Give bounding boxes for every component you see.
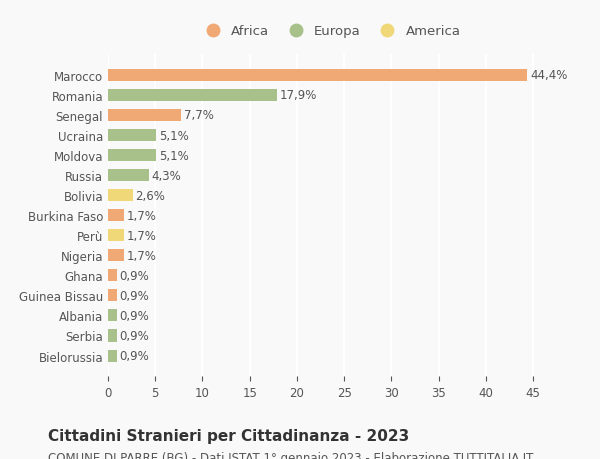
Text: 44,4%: 44,4% bbox=[530, 69, 568, 82]
Text: 0,9%: 0,9% bbox=[119, 329, 149, 342]
Text: COMUNE DI PARRE (BG) - Dati ISTAT 1° gennaio 2023 - Elaborazione TUTTITALIA.IT: COMUNE DI PARRE (BG) - Dati ISTAT 1° gen… bbox=[48, 451, 533, 459]
Text: 1,7%: 1,7% bbox=[127, 209, 157, 222]
Bar bbox=[108, 70, 527, 82]
Bar bbox=[108, 330, 116, 342]
Bar bbox=[108, 150, 156, 162]
Bar bbox=[108, 170, 149, 182]
Text: 1,7%: 1,7% bbox=[127, 249, 157, 262]
Text: 5,1%: 5,1% bbox=[159, 129, 189, 142]
Bar bbox=[108, 290, 116, 302]
Bar bbox=[108, 270, 116, 282]
Text: 1,7%: 1,7% bbox=[127, 229, 157, 242]
Text: 4,3%: 4,3% bbox=[151, 169, 181, 182]
Text: 7,7%: 7,7% bbox=[184, 109, 214, 122]
Text: 5,1%: 5,1% bbox=[159, 149, 189, 162]
Bar bbox=[108, 130, 156, 142]
Bar bbox=[108, 230, 124, 242]
Bar bbox=[108, 350, 116, 362]
Text: 0,9%: 0,9% bbox=[119, 349, 149, 362]
Text: 0,9%: 0,9% bbox=[119, 309, 149, 322]
Legend: Africa, Europa, America: Africa, Europa, America bbox=[194, 20, 466, 44]
Text: Cittadini Stranieri per Cittadinanza - 2023: Cittadini Stranieri per Cittadinanza - 2… bbox=[48, 428, 409, 443]
Text: 0,9%: 0,9% bbox=[119, 269, 149, 282]
Bar bbox=[108, 210, 124, 222]
Bar bbox=[108, 190, 133, 202]
Text: 2,6%: 2,6% bbox=[136, 189, 165, 202]
Bar bbox=[108, 90, 277, 102]
Bar bbox=[108, 110, 181, 122]
Bar bbox=[108, 250, 124, 262]
Bar bbox=[108, 310, 116, 322]
Text: 0,9%: 0,9% bbox=[119, 289, 149, 302]
Text: 17,9%: 17,9% bbox=[280, 89, 317, 102]
